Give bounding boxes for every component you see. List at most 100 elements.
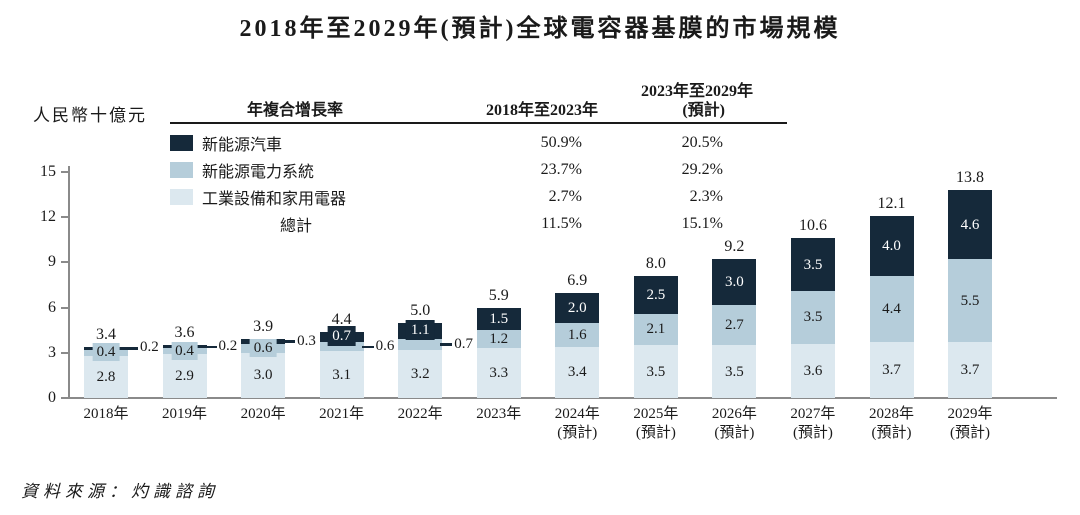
segment-new-energy-vehicles [869, 215, 914, 276]
value-label: 0.7 [327, 326, 357, 347]
cagr-header-period2-line2: (預計) [682, 102, 725, 119]
y-axis-unit-label: 人民幣十億元 [33, 106, 147, 125]
bar-2028年: 3.7 4.4 4.0 [869, 215, 914, 398]
segment-new-energy-vehicles [712, 259, 757, 305]
x-axis-label-2025年: 2025年 (預計) [633, 406, 679, 441]
value-label: 0.4 [171, 341, 198, 360]
y-axis-tick-label: 9 [48, 253, 56, 271]
x-axis-label-2018年: 2018年 [83, 406, 129, 422]
y-axis-tick-mark [61, 171, 69, 173]
value-label: 3.1 [332, 366, 352, 383]
legend-row-new-energy-vehicles: 新能源汽車 50.9% 20.5% [170, 129, 790, 156]
segment-new-energy-vehicles [948, 190, 993, 260]
value-label: 3.5 [725, 363, 744, 380]
legend-swatch-dark-navy [170, 134, 193, 151]
y-axis-tick-label: 15 [40, 163, 56, 180]
cagr-header-period2-line1: 2023年至2029年 [640, 83, 753, 100]
cagr-value: 20.5% [681, 133, 723, 151]
segment-new-energy-power [948, 259, 993, 343]
leader-line [283, 340, 296, 343]
segment-new-energy-vehicles [555, 292, 600, 323]
segment-new-energy-power [790, 291, 835, 344]
y-axis-tick-label: 6 [48, 298, 56, 316]
y-axis-line [68, 166, 70, 399]
bar-2025年: 3.5 2.1 2.5 [633, 275, 678, 398]
segment-industrial-home [84, 355, 128, 398]
segment-industrial-home [712, 345, 757, 398]
total-value-label: 10.6 [798, 217, 827, 235]
value-label: 1.2 [489, 331, 509, 348]
series-name: 新能源電力系統 [202, 163, 315, 181]
total-value-label: 3.9 [253, 318, 274, 336]
segment-new-energy-vehicles [476, 307, 521, 331]
y-axis-tick-mark [61, 216, 69, 219]
value-label: 0.6 [249, 338, 277, 357]
segment-industrial-home [162, 354, 207, 398]
segment-new-energy-vehicles [790, 238, 835, 291]
bar-2022年: 3.2 1.1 [398, 320, 443, 398]
value-label: 3.4 [567, 364, 587, 381]
value-label: 3.7 [882, 362, 901, 379]
cagr-value: 29.2% [681, 160, 723, 178]
value-label: 3.5 [646, 363, 666, 380]
cagr-value: 2.3% [689, 187, 723, 205]
y-axis-tick-mark [61, 351, 69, 354]
table-header-rule [170, 122, 787, 124]
value-label: 2.9 [175, 368, 194, 385]
total-value-label: 3.4 [96, 325, 116, 343]
value-label: 3.7 [960, 362, 980, 379]
segment-new-energy-power [555, 322, 600, 347]
value-label: 2.5 [646, 286, 666, 303]
cagr-table: 年複合增長率 2018年至2023年 2023年至2029年 (預計) 新能源汽… [170, 68, 790, 237]
value-label: 3.2 [410, 365, 430, 382]
segment-industrial-home [241, 352, 286, 398]
legend-swatch-light-blue [170, 188, 193, 205]
bar-2018年: 2.8 0.4 [84, 343, 128, 398]
value-label: 3.5 [803, 309, 823, 326]
x-axis-label-2023年: 2023年 [476, 406, 522, 422]
segment-industrial-home [476, 348, 521, 398]
segment-new-energy-power [398, 339, 443, 350]
bar-2027年: 3.6 3.5 3.5 [790, 238, 835, 398]
value-label: 0.3 [297, 332, 316, 349]
total-value-label: 8.0 [645, 254, 666, 272]
bar-2021年: 3.1 0.7 [319, 326, 364, 398]
y-axis-tick-mark [61, 261, 69, 264]
segment-industrial-home [633, 345, 678, 398]
cagr-value: 11.5% [541, 214, 582, 232]
x-axis-label-2022年: 2022年 [397, 406, 443, 422]
legend-row-total: 總計 11.5% 15.1% [170, 210, 790, 237]
segment-industrial-home [398, 349, 443, 398]
bar-2029年: 3.7 5.5 4.6 [948, 190, 993, 398]
leader-line [204, 345, 217, 349]
value-label: 5.5 [960, 292, 980, 309]
legend-row-new-energy-power: 新能源電力系統 23.7% 29.2% [170, 156, 790, 183]
value-label: 2.1 [646, 321, 666, 338]
chart-title: 2018年至2029年(預計)全球電容器基膜的市場規模 [239, 16, 841, 42]
value-label: 4.4 [882, 301, 901, 318]
segment-new-energy-power [633, 313, 678, 346]
y-axis-tick-label: 3 [48, 343, 56, 361]
total-value-label: 4.4 [331, 310, 352, 328]
segment-new-energy-power [319, 342, 364, 352]
total-value-label: 6.9 [567, 271, 588, 289]
value-label: 0.6 [375, 337, 395, 354]
value-label: 4.0 [882, 237, 901, 254]
total-value-label: 9.2 [724, 238, 745, 256]
x-axis-label-2029年: 2029年 (預計) [947, 406, 993, 441]
leader-line [361, 345, 374, 349]
bar-2019年: 2.9 0.4 [162, 341, 207, 398]
value-label: 3.6 [803, 362, 823, 379]
value-label: 2.0 [567, 299, 587, 316]
total-value-label: 3.6 [174, 324, 195, 342]
legend-label: 總計 [170, 212, 420, 236]
value-label: 3.0 [253, 367, 273, 384]
value-label: 2.8 [96, 368, 116, 385]
bar-2023年: 3.3 1.2 1.5 [476, 307, 521, 398]
cagr-table-header: 年複合增長率 2018年至2023年 2023年至2029年 (預計) [170, 68, 790, 120]
leader-line [440, 343, 453, 346]
series-name: 總計 [280, 217, 313, 235]
leader-line [126, 347, 138, 350]
